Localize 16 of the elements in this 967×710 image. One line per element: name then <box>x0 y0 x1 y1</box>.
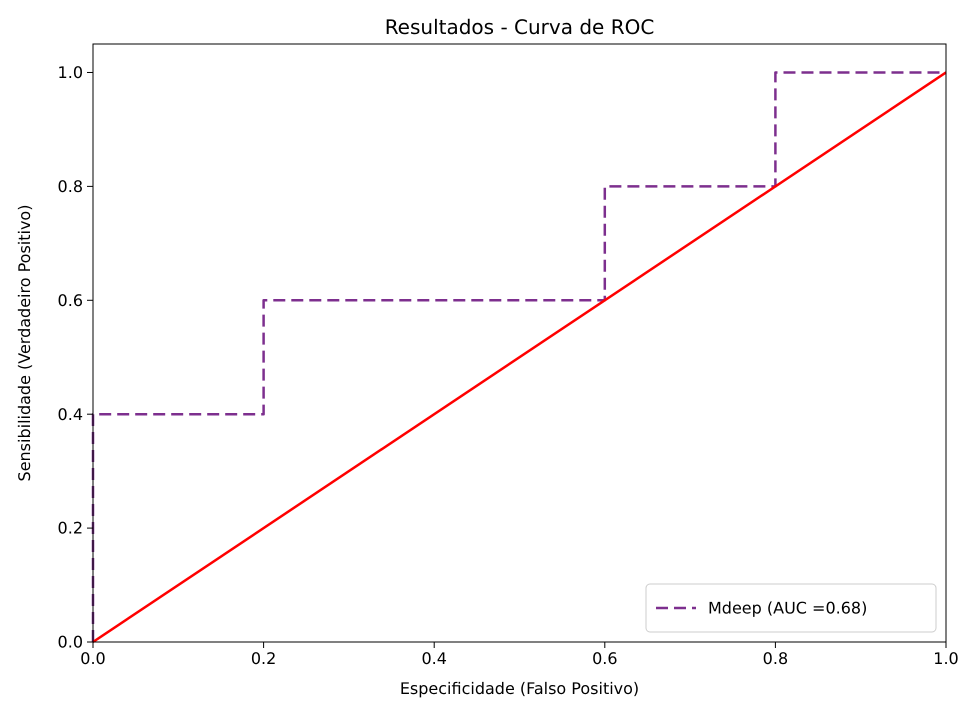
y-axis-title: Sensibilidade (Verdadeiro Positivo) <box>15 204 34 482</box>
x-tick-label: 0.2 <box>250 649 276 668</box>
chart-title: Resultados - Curva de ROC <box>384 15 654 39</box>
y-tick-label: 0.0 <box>58 632 83 652</box>
x-tick-label: 0.6 <box>592 649 618 668</box>
y-tick-label: 0.6 <box>58 290 83 310</box>
y-tick-label: 1.0 <box>58 63 83 82</box>
y-tick-label: 0.8 <box>58 176 83 196</box>
legend-label: Mdeep (AUC =0.68) <box>708 598 868 618</box>
x-tick-label: 1.0 <box>933 649 959 668</box>
x-tick-label: 0.4 <box>421 649 447 668</box>
y-tick-label: 0.4 <box>58 404 83 424</box>
x-tick-label: 0.8 <box>762 649 788 668</box>
y-tick-label: 0.2 <box>58 518 83 538</box>
x-axis-title: Especificidade (Falso Positivo) <box>400 679 640 698</box>
x-tick-label: 0.0 <box>80 649 106 668</box>
